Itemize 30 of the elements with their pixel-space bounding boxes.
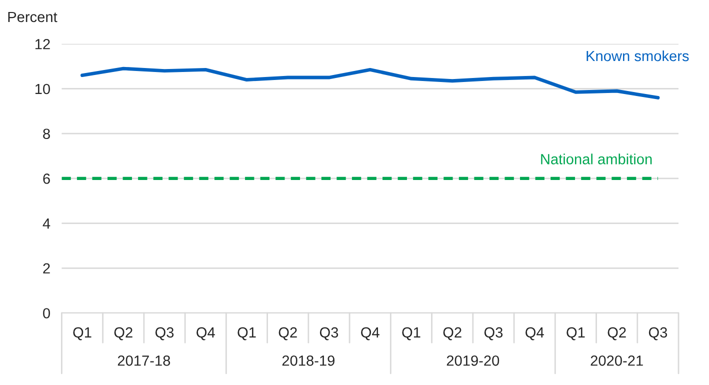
ref-line-label: National ambition xyxy=(541,154,652,164)
y-tick-label: 4 xyxy=(42,218,50,229)
x-tick-label: Q1 xyxy=(566,327,585,340)
x-tick-label: Q3 xyxy=(484,327,503,340)
y-tick-label: 0 xyxy=(43,308,50,318)
x-tick-label: Q1 xyxy=(238,327,256,340)
x-tick-label: Q2 xyxy=(114,327,132,340)
text: 2018-19 xyxy=(282,355,334,366)
x-tick-label: Q4 xyxy=(526,327,544,340)
y-tick-label: 6 xyxy=(43,174,50,184)
y-axis-title: Percent xyxy=(8,12,58,22)
y-tick-label: 8 xyxy=(43,128,50,140)
text: Known smokers xyxy=(586,50,689,62)
text: 2017-18 xyxy=(118,355,170,366)
x-tick-label: Q4 xyxy=(196,327,215,340)
y-tick-label: 2 xyxy=(43,263,50,274)
x-tick-label: Q2 xyxy=(443,327,462,340)
line-series xyxy=(80,66,660,100)
x-tick-label: Q2 xyxy=(608,327,626,340)
x-tick-label: Q1 xyxy=(402,327,420,340)
y-tick-label: 10 xyxy=(35,84,50,94)
x-tick-label: Q3 xyxy=(320,327,338,340)
text: 2019-20 xyxy=(446,355,500,366)
x-tick-label: Q1 xyxy=(73,327,92,340)
text: 2020-21 xyxy=(590,355,643,366)
y-tick-label: 12 xyxy=(35,38,50,50)
x-tick-label: Q2 xyxy=(278,327,297,340)
x-tick-label: Q3 xyxy=(155,327,174,340)
x-tick-label: Q3 xyxy=(648,327,668,340)
x-tick-label: Q4 xyxy=(361,327,380,340)
